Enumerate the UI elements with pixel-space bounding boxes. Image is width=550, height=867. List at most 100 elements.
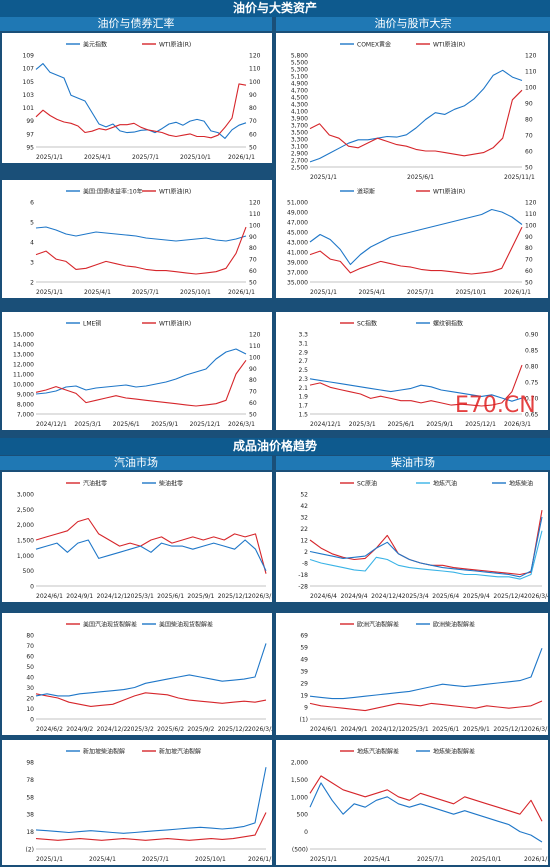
left-tick-label: 9 <box>304 705 308 712</box>
right-tick-label: 100 <box>525 222 537 229</box>
left-tick-label: 2.1 <box>298 385 308 392</box>
left-tick-label: 5,500 <box>291 60 308 67</box>
left-tick-label: 32 <box>300 515 308 522</box>
x-tick-label: 2025/9/2 <box>187 726 214 733</box>
legend-label: 新加坡汽油裂解 <box>159 748 201 756</box>
section-banner-products: 成品油价格趋势 <box>0 438 550 455</box>
diesel_sc-svg: -28 -18 -8 2 12 22 32 42 52 2024/6/4 2024/9/4 2024/… <box>298 480 548 601</box>
left-tick-label: 2,000 <box>291 760 308 767</box>
x-tick-label: 2025/3/2 <box>127 726 154 733</box>
left-tick-label: 43,000 <box>287 240 308 247</box>
left-tick-label: 2,700 <box>291 158 308 165</box>
right-tick-label: 110 <box>249 211 261 218</box>
legend-label: 美元指数 <box>83 41 107 49</box>
x-tick-label: 2025/11/1 <box>504 174 535 181</box>
left-tick-label: 2,000 <box>17 522 34 529</box>
x-tick-label: 2025/7/1 <box>417 856 444 863</box>
series-line-lme-1 <box>35 359 247 407</box>
left-tick-label: 4,300 <box>291 102 308 109</box>
x-tick-label: 2025/6/1 <box>157 593 184 600</box>
left-tick-label: 105 <box>23 79 35 86</box>
right-tick-label: 120 <box>249 200 261 207</box>
left-tick-label: 9,000 <box>17 392 34 399</box>
x-tick-label: 2025/7/1 <box>407 289 434 296</box>
left-tick-label: 3,100 <box>291 144 308 151</box>
right-tick-label: 60 <box>249 131 257 138</box>
x-tick-label: 2025/1/1 <box>310 289 337 296</box>
sg_crack-svg: (2) 18 38 58 78 98 2025/1/1 2025/4/1 2025/7/1 202… <box>26 748 273 864</box>
legend-label: 地炼汽油裂解差 <box>357 748 399 756</box>
sc_rebar-svg: 1.5 1.7 1.9 2.1 2.3 2.5 2.7 2.9 3.13.3 0.65 0.70 0.… <box>298 320 539 429</box>
left-tick-label: -28 <box>298 584 308 591</box>
x-tick-label: 2025/4/1 <box>84 289 111 296</box>
x-tick-label: 2025/6/1 <box>407 174 434 181</box>
dji-svg: 35,000 37,000 39,000 41,000 43,000 45,000 47,0… <box>287 188 537 297</box>
x-tick-label: 2026/1/1 <box>228 289 255 296</box>
chart-us-crack: 0 10 20 30 40 50 60 70 80 2024/6/2 2024/9/2 2024/12… <box>2 613 272 735</box>
left-tick-label: 59 <box>300 645 308 652</box>
series-line-eu_crack-0 <box>309 700 543 712</box>
left-tick-label: 40 <box>26 675 34 682</box>
left-tick-label: 4 <box>30 240 34 247</box>
chart-local-crack: (500) 0 500 1,000 1,500 2,000 2025/1/1 2025/4/1… <box>276 740 548 865</box>
left-tick-label: 49 <box>300 657 308 664</box>
x-tick-label: 2025/10/1 <box>195 856 226 863</box>
series-line-diesel_sc-1 <box>309 530 543 580</box>
right-tick-label: 120 <box>525 200 537 207</box>
left-tick-label: 6 <box>30 200 34 207</box>
series-line-eu_crack-1 <box>309 648 543 700</box>
left-tick-label: 99 <box>26 118 34 125</box>
right-tick-label: 90 <box>249 366 257 373</box>
series-line-us_crack-1 <box>35 643 267 697</box>
series-line-local_crack-0 <box>309 775 543 822</box>
right-tick-label: 120 <box>525 53 537 60</box>
right-tick-label: 50 <box>249 280 257 287</box>
x-tick-label: 2025/7/1 <box>132 289 159 296</box>
left-tick-label: 12 <box>300 538 308 545</box>
x-tick-label: 2025/1/1 <box>310 856 337 863</box>
x-tick-label: 2024/9/4 <box>341 593 368 600</box>
right-tick-label: 60 <box>525 149 533 156</box>
left-tick-label: 29 <box>300 681 308 688</box>
left-tick-label: 2 <box>30 280 34 287</box>
legend-label: 美国柴油现货裂解差 <box>159 621 213 629</box>
left-tick-label: 22 <box>300 526 308 533</box>
x-tick-label: 2025/1/1 <box>36 154 63 161</box>
x-tick-label: 2024/12/1 <box>371 726 402 733</box>
left-tick-label: 80 <box>26 633 34 640</box>
left-tick-label: 5 <box>30 220 34 227</box>
gold-svg: 2,5002,7002,9003,1003,3003,5003,7003,900… <box>291 41 537 182</box>
legend-label: COMEX黄金 <box>357 41 391 49</box>
legend-label: WTI原油(R) <box>433 41 465 49</box>
right-tick-label: 110 <box>525 211 537 218</box>
series-line-gold-1 <box>309 89 523 157</box>
left-tick-label: 30 <box>26 685 34 692</box>
left-tick-label: 14,000 <box>13 342 34 349</box>
x-tick-label: 2025/3/1 <box>349 421 376 428</box>
subheader-gasoline: 汽油市场 <box>0 456 272 470</box>
right-tick-label: 120 <box>249 53 261 60</box>
x-tick-label: 2026/1/1 <box>504 289 531 296</box>
left-tick-label: 2.7 <box>298 358 308 365</box>
left-tick-label: 18 <box>26 829 34 836</box>
x-tick-label: 2024/6/4 <box>310 593 337 600</box>
watermark-logo: E70.CN <box>455 393 536 418</box>
right-tick-label: 50 <box>525 165 533 172</box>
chart-us-treasury: 2 3 4 5 6 50 60 70 80 90 100 110 120 2025/1/1 2025/4/1… <box>2 180 272 298</box>
left-tick-label: 5,100 <box>291 74 308 81</box>
right-tick-label: 0.85 <box>525 348 539 355</box>
left-tick-label: 47,000 <box>287 220 308 227</box>
right-tick-label: 0.80 <box>525 364 539 371</box>
series-line-treasury-0 <box>35 226 247 242</box>
left-tick-label: 0 <box>30 584 34 591</box>
right-tick-label: 90 <box>249 92 257 99</box>
section-banner-assets: 油价与大类资产 <box>0 0 550 17</box>
x-tick-label: 2024/12/4 <box>371 593 402 600</box>
right-tick-label: 80 <box>525 117 533 124</box>
x-tick-label: 2026/3/1 <box>524 726 548 733</box>
x-tick-label: 2025/6/2 <box>157 726 184 733</box>
left-tick-label: 41,000 <box>287 250 308 257</box>
series-line-dji-0 <box>309 208 523 266</box>
x-tick-label: 2025/10/1 <box>180 289 211 296</box>
x-tick-label: 2025/9/1 <box>151 421 178 428</box>
